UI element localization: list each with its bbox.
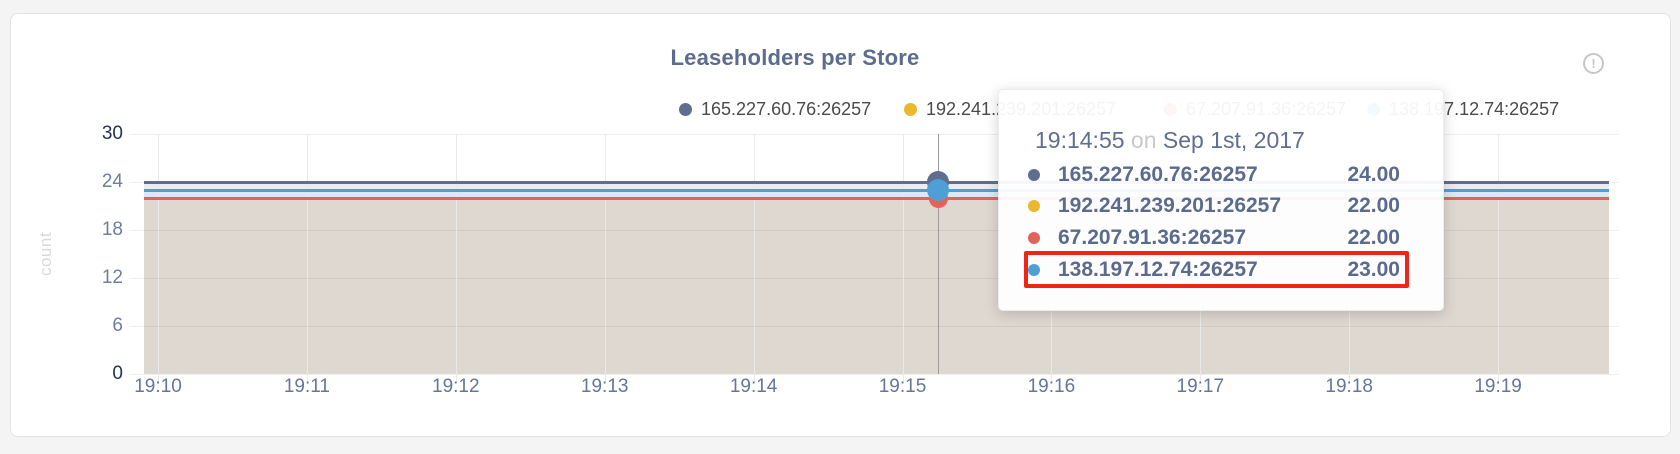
tooltip-series-name: 138.197.12.74:26257 — [1058, 257, 1258, 281]
tooltip-row: 138.197.12.74:26257 23.00 — [999, 254, 1443, 285]
highlight-annotation-box — [1024, 251, 1409, 289]
y-axis-tick-label: 18 — [101, 219, 123, 240]
tooltip-series-dot — [1028, 168, 1040, 181]
tooltip-header: 19:14:55 on Sep 1st, 2017 — [1035, 127, 1305, 154]
x-axis-tick-label: 19:10 — [134, 376, 182, 397]
series-line — [144, 188, 1609, 192]
hover-guideline — [938, 134, 939, 374]
x-axis-tick-label: 19:17 — [1176, 376, 1225, 397]
legend-item[interactable]: 165.227.60.76:26257 — [679, 98, 872, 119]
x-axis-tick-label: 19:18 — [1325, 376, 1373, 397]
x-axis-tick-label: 19:12 — [432, 376, 480, 397]
h-gridline — [130, 230, 1619, 231]
tooltip-date: Sep 1st, 2017 — [1162, 127, 1305, 153]
v-gridline — [306, 134, 308, 382]
tooltip-row: 67.207.91.36:26257 22.00 — [999, 222, 1443, 253]
tooltip-series-dot — [1028, 231, 1040, 244]
h-gridline — [130, 374, 1619, 375]
tooltip-series-name: 192.241.239.201:26257 — [1058, 194, 1282, 218]
tooltip-series-value: 22.00 — [1347, 194, 1400, 218]
v-gridline — [455, 134, 457, 382]
x-axis-tick-label: 19:19 — [1474, 376, 1522, 397]
legend-series-dot — [904, 102, 917, 116]
tooltip-conjunction: on — [1130, 127, 1157, 153]
tooltip-row: 165.227.60.76:26257 24.00 — [999, 159, 1443, 190]
y-axis-tick-label: 12 — [101, 267, 123, 288]
chart-card: Leaseholders per Store ! 165.227.60.76:2… — [10, 13, 1671, 437]
h-gridline — [130, 134, 1619, 135]
x-axis-tick-label: 19:15 — [878, 376, 927, 397]
v-gridline — [753, 134, 755, 382]
hover-tooltip: 19:14:55 on Sep 1st, 2017 165.227.60.76:… — [998, 89, 1444, 311]
x-axis-tick-label: 19:11 — [283, 376, 330, 397]
x-axis-tick-label: 19:14 — [729, 376, 778, 397]
area-fill-band-23-22 — [144, 190, 1609, 198]
h-gridline — [130, 326, 1619, 327]
tooltip-time: 19:14:55 — [1035, 127, 1125, 153]
y-axis-title: count — [36, 231, 55, 277]
v-gridline — [1498, 134, 1500, 382]
x-axis-tick-label: 19:13 — [580, 376, 629, 397]
v-gridline — [158, 134, 159, 382]
tooltip-series-value: 22.00 — [1347, 225, 1400, 249]
series-line — [144, 196, 1609, 200]
y-axis-tick-label: 30 — [101, 123, 123, 144]
y-axis-tick-label: 24 — [101, 171, 123, 192]
y-axis-tick-label: 0 — [112, 363, 123, 384]
chart-title: Leaseholders per Store — [670, 45, 920, 70]
area-fill-band-24-23 — [144, 182, 1609, 190]
hover-point-marker — [927, 179, 949, 201]
tooltip-row: 192.241.239.201:26257 22.00 — [999, 191, 1443, 222]
tooltip-series-name: 165.227.60.76:26257 — [1058, 162, 1258, 186]
v-gridline — [604, 134, 606, 382]
info-icon[interactable]: ! — [1583, 53, 1604, 74]
y-axis-tick-label: 6 — [112, 315, 123, 336]
tooltip-series-dot — [1028, 263, 1040, 276]
tooltip-series-dot — [1028, 200, 1040, 213]
tooltip-series-value: 23.00 — [1347, 257, 1400, 281]
legend-series-dot — [679, 102, 692, 116]
v-gridline — [902, 134, 904, 382]
h-gridline — [130, 278, 1619, 279]
series-line — [144, 180, 1609, 184]
tooltip-series-name: 67.207.91.36:26257 — [1058, 225, 1247, 249]
legend-series-label: 165.227.60.76:26257 — [701, 98, 872, 119]
tooltip-series-value: 24.00 — [1347, 162, 1400, 186]
x-axis-tick-label: 19:16 — [1027, 376, 1076, 397]
